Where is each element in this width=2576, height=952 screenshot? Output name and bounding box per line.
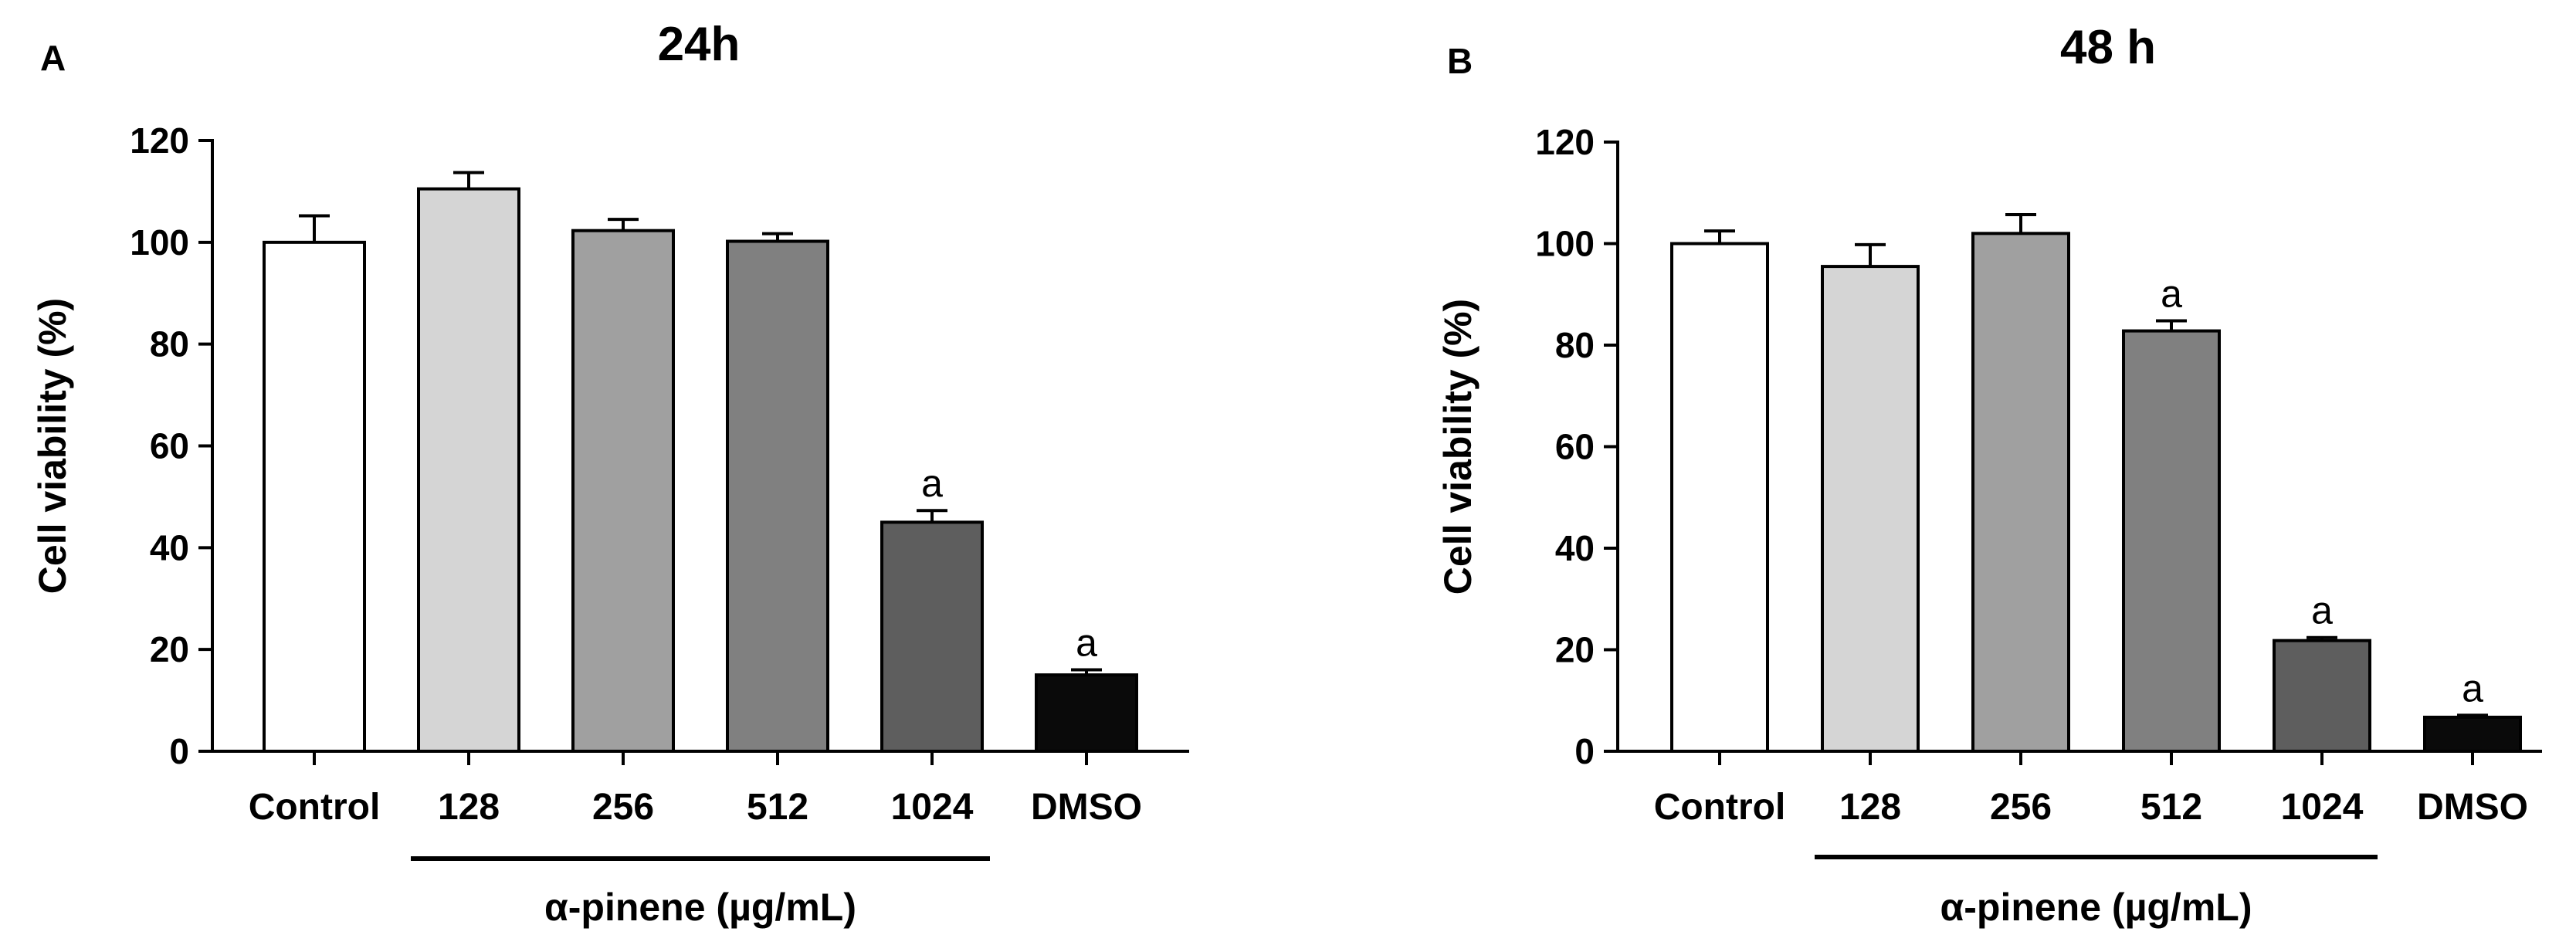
- y-tick-label: 120: [130, 120, 189, 161]
- significance-label: a: [921, 462, 943, 505]
- chart-title: 24h: [658, 18, 741, 71]
- bar-256: [1971, 232, 2070, 754]
- y-tick-label: 60: [150, 426, 189, 466]
- bar-control: [263, 240, 366, 754]
- y-tick-label: 20: [150, 629, 189, 669]
- y-tick-label: 100: [1535, 224, 1595, 264]
- bar-1024: [2273, 639, 2371, 753]
- y-tick-label: 40: [1555, 528, 1595, 568]
- x-tick-label: 1024: [2281, 787, 2364, 828]
- x-tick-label: 512: [747, 787, 808, 828]
- y-tick-label: 100: [130, 222, 189, 263]
- y-tick-label: 0: [1574, 731, 1595, 771]
- significance-label: a: [2311, 589, 2333, 632]
- x-tick-label: DMSO: [2417, 787, 2528, 828]
- y-tick-label: 80: [1555, 325, 1595, 365]
- x-tick-label: 512: [2140, 787, 2202, 828]
- bar-1024: [880, 520, 984, 753]
- y-tick-label: 40: [150, 527, 189, 567]
- chart-48h: 48 h 0 20 40 60 80 100 120 Cell viability (%) Con…: [1436, 21, 2542, 929]
- significance-label: a: [2161, 272, 2182, 315]
- y-axis-label: Cell viability (%): [31, 298, 74, 594]
- bar-256: [571, 229, 675, 753]
- x-tick-label: 128: [438, 787, 500, 828]
- x-tick-label: 128: [1839, 787, 1901, 828]
- bar-dmso: [1035, 673, 1138, 753]
- bar-128: [1821, 265, 1920, 753]
- panel-letter-b: B: [1447, 41, 1473, 81]
- y-tick-label: 60: [1555, 427, 1595, 467]
- panel-letter-a: A: [40, 38, 66, 78]
- bar-512: [2122, 329, 2221, 753]
- chart-title: 48 h: [2060, 21, 2156, 74]
- x-tick-label: Control: [249, 787, 381, 828]
- y-tick-label: 0: [169, 731, 189, 771]
- x-tick-label: DMSO: [1031, 787, 1142, 828]
- chart-24h: 24h 0 20 40 60 80 100 120 Cell viability (%) Cont…: [31, 18, 1189, 929]
- x-tick-label: 256: [1990, 787, 2052, 828]
- y-tick-label: 80: [150, 324, 189, 364]
- bar-128: [417, 187, 520, 753]
- y-tick-label: 20: [1555, 630, 1595, 670]
- x-tick-label: 256: [592, 787, 654, 828]
- x-tick-label: Control: [1654, 787, 1786, 828]
- significance-label: a: [2462, 666, 2483, 710]
- group-label: α-pinene (µg/mL): [1940, 886, 2252, 929]
- y-tick-label: 120: [1535, 122, 1595, 162]
- bar-dmso: [2423, 715, 2522, 754]
- significance-label: a: [1076, 622, 1097, 665]
- bar-512: [726, 239, 829, 753]
- y-axis-label: Cell viability (%): [1436, 299, 1480, 595]
- x-tick-label: 1024: [891, 787, 974, 828]
- group-label: α-pinene (µg/mL): [544, 886, 856, 929]
- bar-control: [1670, 242, 1769, 753]
